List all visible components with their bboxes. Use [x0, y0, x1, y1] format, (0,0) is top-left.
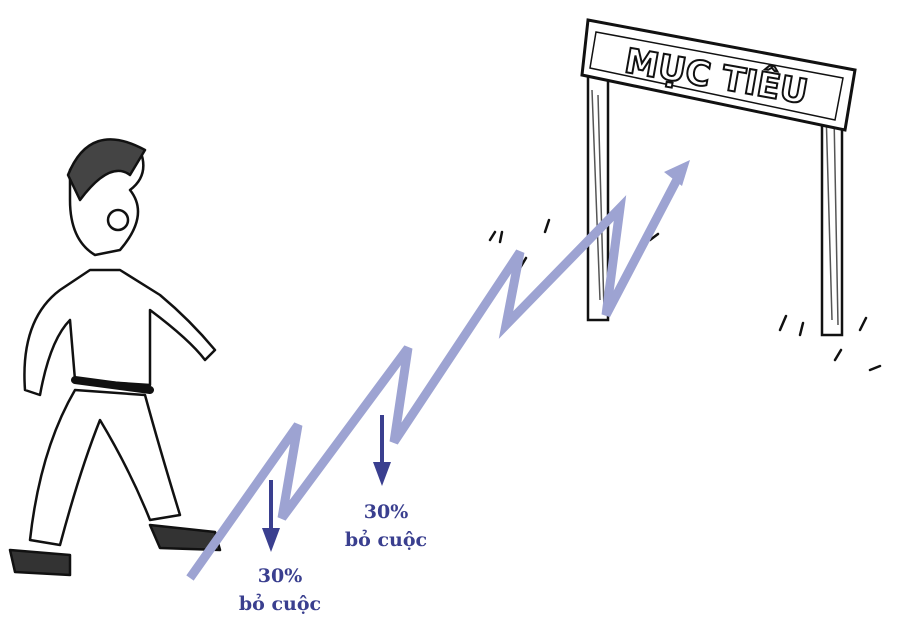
quit-percent: 30% [364, 501, 409, 523]
walking-man [10, 139, 220, 575]
quit-percent: 30% [258, 565, 303, 587]
quit-arrow [262, 480, 280, 552]
goal-sign: MỤC TIÊU [490, 20, 880, 370]
illustration: MỤC TIÊU 30% bỏ cuộc 30% bỏ cuộc [0, 0, 908, 623]
progress-arrowhead [664, 160, 690, 186]
quit-arrow [373, 415, 391, 486]
quit-label: bỏ cuộc [345, 529, 427, 551]
quit-label: bỏ cuộc [239, 593, 321, 615]
